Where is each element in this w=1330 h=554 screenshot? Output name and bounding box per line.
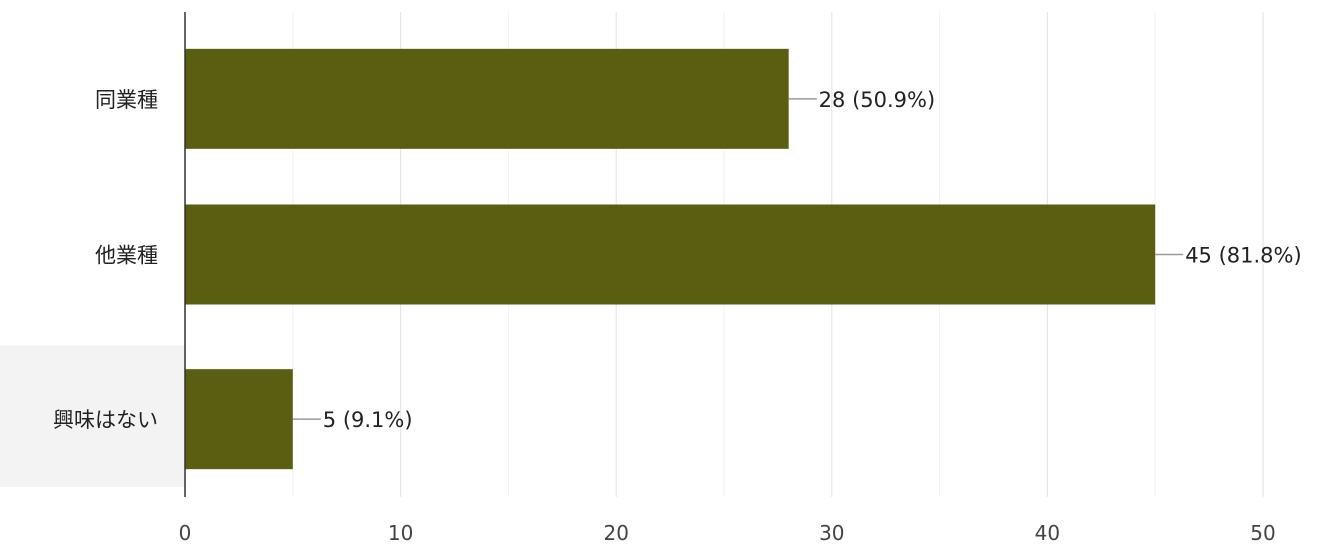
bar	[185, 369, 293, 469]
x-tick-label: 10	[388, 521, 413, 545]
bar	[185, 49, 789, 149]
data-label: 45 (81.8%)	[1185, 244, 1302, 268]
x-tick-label: 30	[819, 521, 844, 545]
category-label: 同業種	[95, 88, 158, 112]
bars-layer	[185, 49, 1155, 469]
data-label: 28 (50.9%)	[819, 88, 936, 112]
labels-layer: 0 10 20 30 40 50 同業種 28 (50.9%) 他業種 45 (81.8%) 興味は…	[53, 88, 1302, 545]
category-label: 他業種	[95, 244, 158, 268]
bar	[185, 205, 1155, 305]
x-tick-label: 40	[1035, 521, 1060, 545]
data-label: 5 (9.1%)	[323, 408, 413, 432]
x-tick-label: 20	[603, 521, 628, 545]
x-tick-label: 50	[1250, 521, 1275, 545]
x-tick-label: 0	[179, 521, 192, 545]
category-label: 興味はない	[53, 408, 158, 432]
